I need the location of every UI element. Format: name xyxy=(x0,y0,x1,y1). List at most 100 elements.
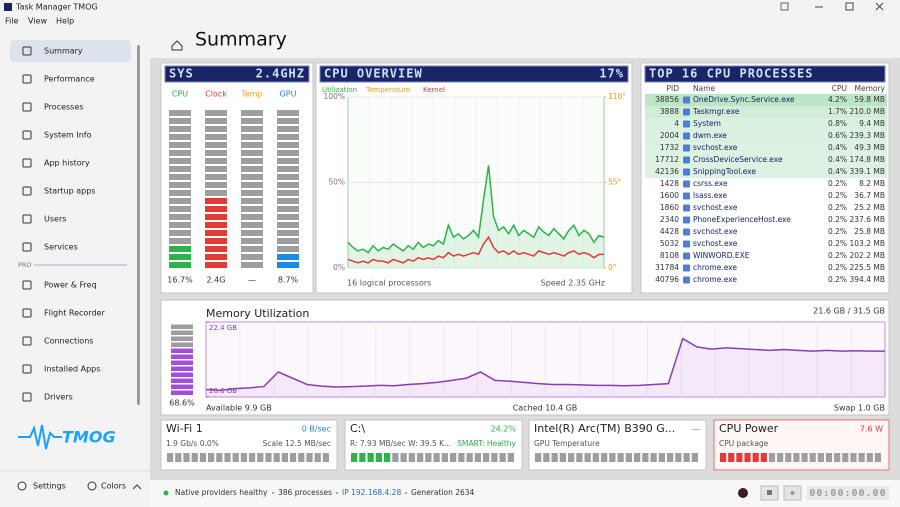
process-icon xyxy=(683,180,690,188)
nav-item[interactable]: Connections xyxy=(44,337,93,346)
card-title: C:\ xyxy=(350,422,365,435)
menu-item[interactable]: File xyxy=(5,17,18,26)
nav-icon xyxy=(22,102,32,112)
menu-item[interactable]: Help xyxy=(56,17,74,26)
card-detail: SMART: Healthy xyxy=(457,439,516,448)
card-title: Intel(R) Arc(TM) B390 G... xyxy=(534,422,675,435)
nav-item[interactable]: Flight Recorder xyxy=(44,309,105,318)
card-segment xyxy=(433,453,440,462)
y2-tick-label: 55° xyxy=(608,178,622,187)
process-cell: 0.4% xyxy=(828,143,847,152)
nav-item[interactable]: App history xyxy=(44,159,90,168)
process-cell: svchost.exe xyxy=(693,227,738,236)
nav-icon xyxy=(22,186,32,196)
process-icon xyxy=(683,204,690,212)
settings-button[interactable]: Settings xyxy=(33,482,66,491)
record-button[interactable] xyxy=(738,488,748,498)
menu-item[interactable]: View xyxy=(28,17,47,26)
process-cell: 1428 xyxy=(660,179,679,188)
meter-segment xyxy=(277,110,299,116)
meter-segment xyxy=(169,126,191,132)
meter-segment xyxy=(169,182,191,188)
nav-item[interactable]: Performance xyxy=(44,75,95,84)
card-segment xyxy=(314,453,321,462)
process-row[interactable] xyxy=(645,190,887,202)
meter-segment xyxy=(277,166,299,172)
memory-stat: Cached 10.4 GB xyxy=(513,404,578,413)
process-row[interactable] xyxy=(645,154,887,166)
card-segment xyxy=(793,453,800,462)
window-title: Task Manager TMOG xyxy=(15,3,98,12)
process-cell: 0.2% xyxy=(828,251,847,260)
card-segment xyxy=(240,453,247,462)
process-row[interactable] xyxy=(645,202,887,214)
meter-segment xyxy=(205,182,227,188)
maximize-button[interactable] xyxy=(845,2,854,11)
series-area xyxy=(348,165,604,268)
process-cell: 2340 xyxy=(660,215,679,224)
process-row[interactable] xyxy=(645,226,887,238)
health-dot xyxy=(163,490,169,496)
nav-item[interactable]: Users xyxy=(44,215,66,224)
meter-segment xyxy=(277,126,299,132)
meter-segment xyxy=(241,214,263,220)
nav-item[interactable]: Services xyxy=(44,243,78,252)
process-cell: PhoneExperienceHost.exe xyxy=(693,215,791,224)
card-segment xyxy=(834,453,841,462)
process-row[interactable] xyxy=(645,94,887,106)
process-cell: 0.2% xyxy=(828,239,847,248)
nav-item[interactable]: Processes xyxy=(44,103,83,112)
legend-entry: Kernel xyxy=(423,86,445,94)
nav-item[interactable]: Startup apps xyxy=(44,187,95,196)
process-cell: 0.2% xyxy=(828,227,847,236)
process-cell: svchost.exe xyxy=(693,239,738,248)
process-row[interactable] xyxy=(645,142,887,154)
process-cell: dwm.exe xyxy=(693,131,727,140)
meter-segment xyxy=(277,238,299,244)
process-cell: 38856 xyxy=(655,95,679,104)
meter-segment xyxy=(241,158,263,164)
y2-tick-label: 0° xyxy=(608,263,617,272)
y-tick-label: 100% xyxy=(324,92,345,101)
process-row[interactable] xyxy=(645,106,887,118)
card-segment xyxy=(642,453,649,462)
colors-icon xyxy=(87,481,97,491)
process-row[interactable] xyxy=(645,118,887,130)
nav-item[interactable]: Installed Apps xyxy=(44,365,100,374)
process-cell: 1732 xyxy=(660,143,679,152)
meter-segment xyxy=(169,230,191,236)
nav-item[interactable]: System Info xyxy=(44,131,92,140)
card-segment xyxy=(658,453,665,462)
meter-segment xyxy=(241,174,263,180)
series-line xyxy=(347,165,605,254)
nav-item[interactable]: Power & Freq xyxy=(44,281,97,290)
meter-segment xyxy=(277,174,299,180)
colors-button[interactable]: Colors xyxy=(101,482,126,491)
card-segment xyxy=(551,453,558,462)
stop-glyph xyxy=(767,490,772,495)
meter-segment xyxy=(205,158,227,164)
column-header: CPU xyxy=(832,84,847,93)
process-cell: 1860 xyxy=(660,203,679,212)
meter-segment xyxy=(277,262,299,268)
process-cell: 174.8 MB xyxy=(850,155,885,164)
meter-segment xyxy=(277,150,299,156)
process-icon xyxy=(683,168,690,176)
nav-item[interactable]: Summary xyxy=(44,47,83,56)
nav-item[interactable]: Drivers xyxy=(44,393,73,402)
process-row[interactable] xyxy=(645,166,887,178)
process-cell: 394.4 MB xyxy=(850,275,885,284)
process-cell: System xyxy=(693,119,721,128)
process-row[interactable] xyxy=(645,178,887,190)
nav-selected xyxy=(10,40,131,62)
close-button[interactable] xyxy=(875,2,884,11)
process-cell: 3888 xyxy=(660,107,679,116)
card-segment xyxy=(760,453,767,462)
card-segment xyxy=(559,453,566,462)
process-row[interactable] xyxy=(645,130,887,142)
pin-button[interactable] xyxy=(780,2,789,11)
card-segment xyxy=(777,453,784,462)
series-line xyxy=(347,235,604,264)
meter-segment xyxy=(241,118,263,124)
